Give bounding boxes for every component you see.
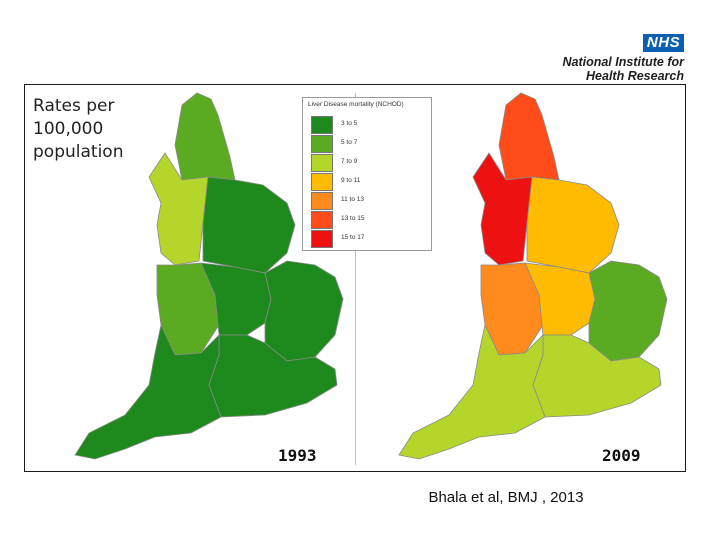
citation: Bhala et al, BMJ , 2013 — [428, 489, 584, 506]
legend-swatch — [311, 135, 333, 153]
legend-swatch — [311, 116, 333, 134]
org-name-line2: Health Research — [586, 69, 684, 83]
legend-label: 15 to 17 — [341, 234, 365, 241]
legend-swatch — [311, 154, 333, 172]
map-2009 — [398, 92, 668, 460]
legend-label: 7 to 9 — [341, 158, 358, 165]
org-name-line1: National Institute for — [562, 55, 684, 69]
region-west-midlands — [480, 262, 544, 356]
region-north-west — [148, 152, 209, 266]
maps-canvas — [74, 92, 668, 460]
nhs-logo: NHS — [643, 34, 684, 52]
map-figure: Rates per 100,000 population Liver Disea… — [24, 84, 686, 472]
region-east-of-england — [264, 260, 344, 362]
legend-label: 11 to 13 — [341, 196, 365, 203]
region-north-east — [174, 92, 236, 181]
region-south-west — [398, 323, 546, 460]
region-north-east — [498, 92, 560, 181]
legend-swatch — [311, 230, 333, 248]
region-yorkshire — [202, 176, 296, 274]
map-legend: Liver Disease mortality (NCHOD) 3 to 5 5… — [302, 97, 432, 251]
region-north-west — [472, 152, 533, 266]
panel-divider — [355, 93, 356, 465]
legend-label: 3 to 5 — [341, 120, 358, 127]
region-south-west — [74, 323, 222, 460]
legend-swatch — [311, 211, 333, 229]
legend-label: 5 to 7 — [341, 139, 358, 146]
legend-label: 9 to 11 — [341, 177, 361, 184]
region-east-of-england — [588, 260, 668, 362]
rates-label: Rates per 100,000 population — [33, 95, 143, 164]
legend-title: Liver Disease mortality (NCHOD) — [308, 101, 404, 108]
region-west-midlands — [156, 262, 220, 356]
rates-label-line2: 100,000 — [33, 119, 104, 139]
map-1993 — [74, 92, 344, 460]
legend-label: 13 to 15 — [341, 215, 365, 222]
legend-swatch — [311, 192, 333, 210]
region-yorkshire — [526, 176, 620, 274]
rates-label-line1: Rates per — [33, 96, 115, 116]
year-label-right: 2009 — [602, 446, 641, 465]
year-label-left: 1993 — [278, 446, 317, 465]
legend-swatch — [311, 173, 333, 191]
rates-label-line3: population — [33, 142, 124, 162]
